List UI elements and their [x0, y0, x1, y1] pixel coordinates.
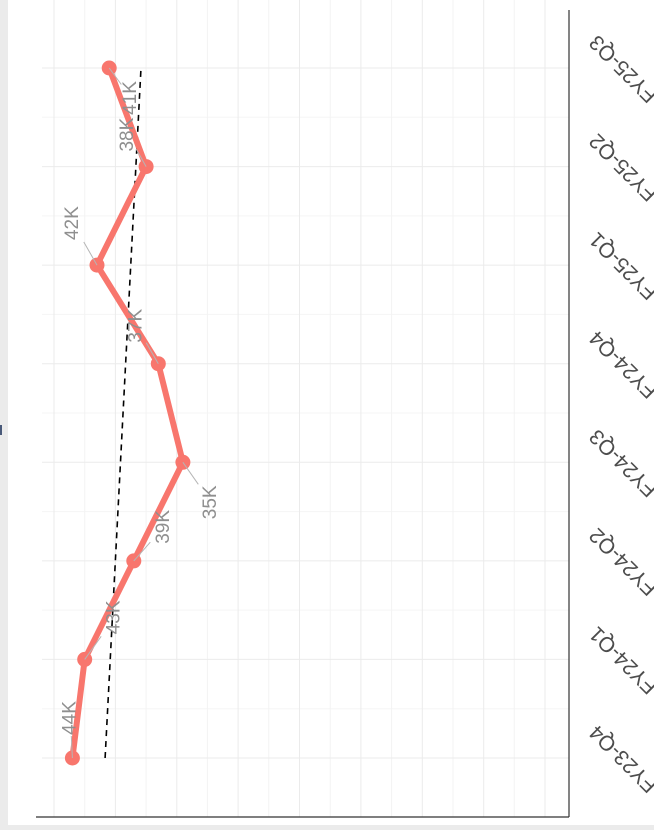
category-tick-label: FY24-Q2: [585, 523, 654, 600]
category-tick-label: FY25-Q1: [585, 228, 654, 305]
category-tick-label: FY24-Q3: [585, 425, 654, 502]
data-label-leader: [135, 148, 147, 167]
data-label: 42K: [62, 206, 83, 240]
data-label: 41K: [120, 81, 141, 115]
category-tick-label: FY24-Q1: [585, 622, 654, 699]
data-label-leader: [83, 241, 98, 266]
data-label: 44K: [59, 701, 80, 735]
series-line: [69, 65, 186, 761]
data-label: 37K: [125, 308, 146, 342]
category-tick-label: FY23-Q4: [585, 720, 654, 797]
data-label: 39K: [153, 510, 174, 544]
category-tick-label: FY24-Q4: [585, 326, 654, 403]
category-tick-label: FY25-Q2: [585, 129, 654, 206]
data-label: 43K: [104, 600, 125, 634]
data-label-leader: [182, 462, 199, 485]
category-tick-labels: FY23-Q4 FY24-Q1 FY24-Q2 FY24-Q3 FY24-Q4 FY25-…: [585, 30, 654, 797]
axes: [36, 10, 570, 818]
data-label-leader: [108, 67, 122, 85]
edge-mark: [0, 425, 2, 435]
data-label-leader: [70, 735, 73, 759]
grid-major: [42, 0, 569, 817]
plot-panel: 44K 43K 39K 35K 37K 42K 38K 41K FY23-Q4 FY24-Q1 F…: [8, 0, 654, 825]
data-label-leader: [133, 541, 151, 562]
data-label: 38K: [117, 117, 138, 151]
category-tick-label: FY25-Q3: [585, 30, 654, 107]
data-label: 35K: [200, 485, 221, 519]
data-label-leader: [84, 636, 102, 660]
data-label-leader: [145, 342, 159, 364]
